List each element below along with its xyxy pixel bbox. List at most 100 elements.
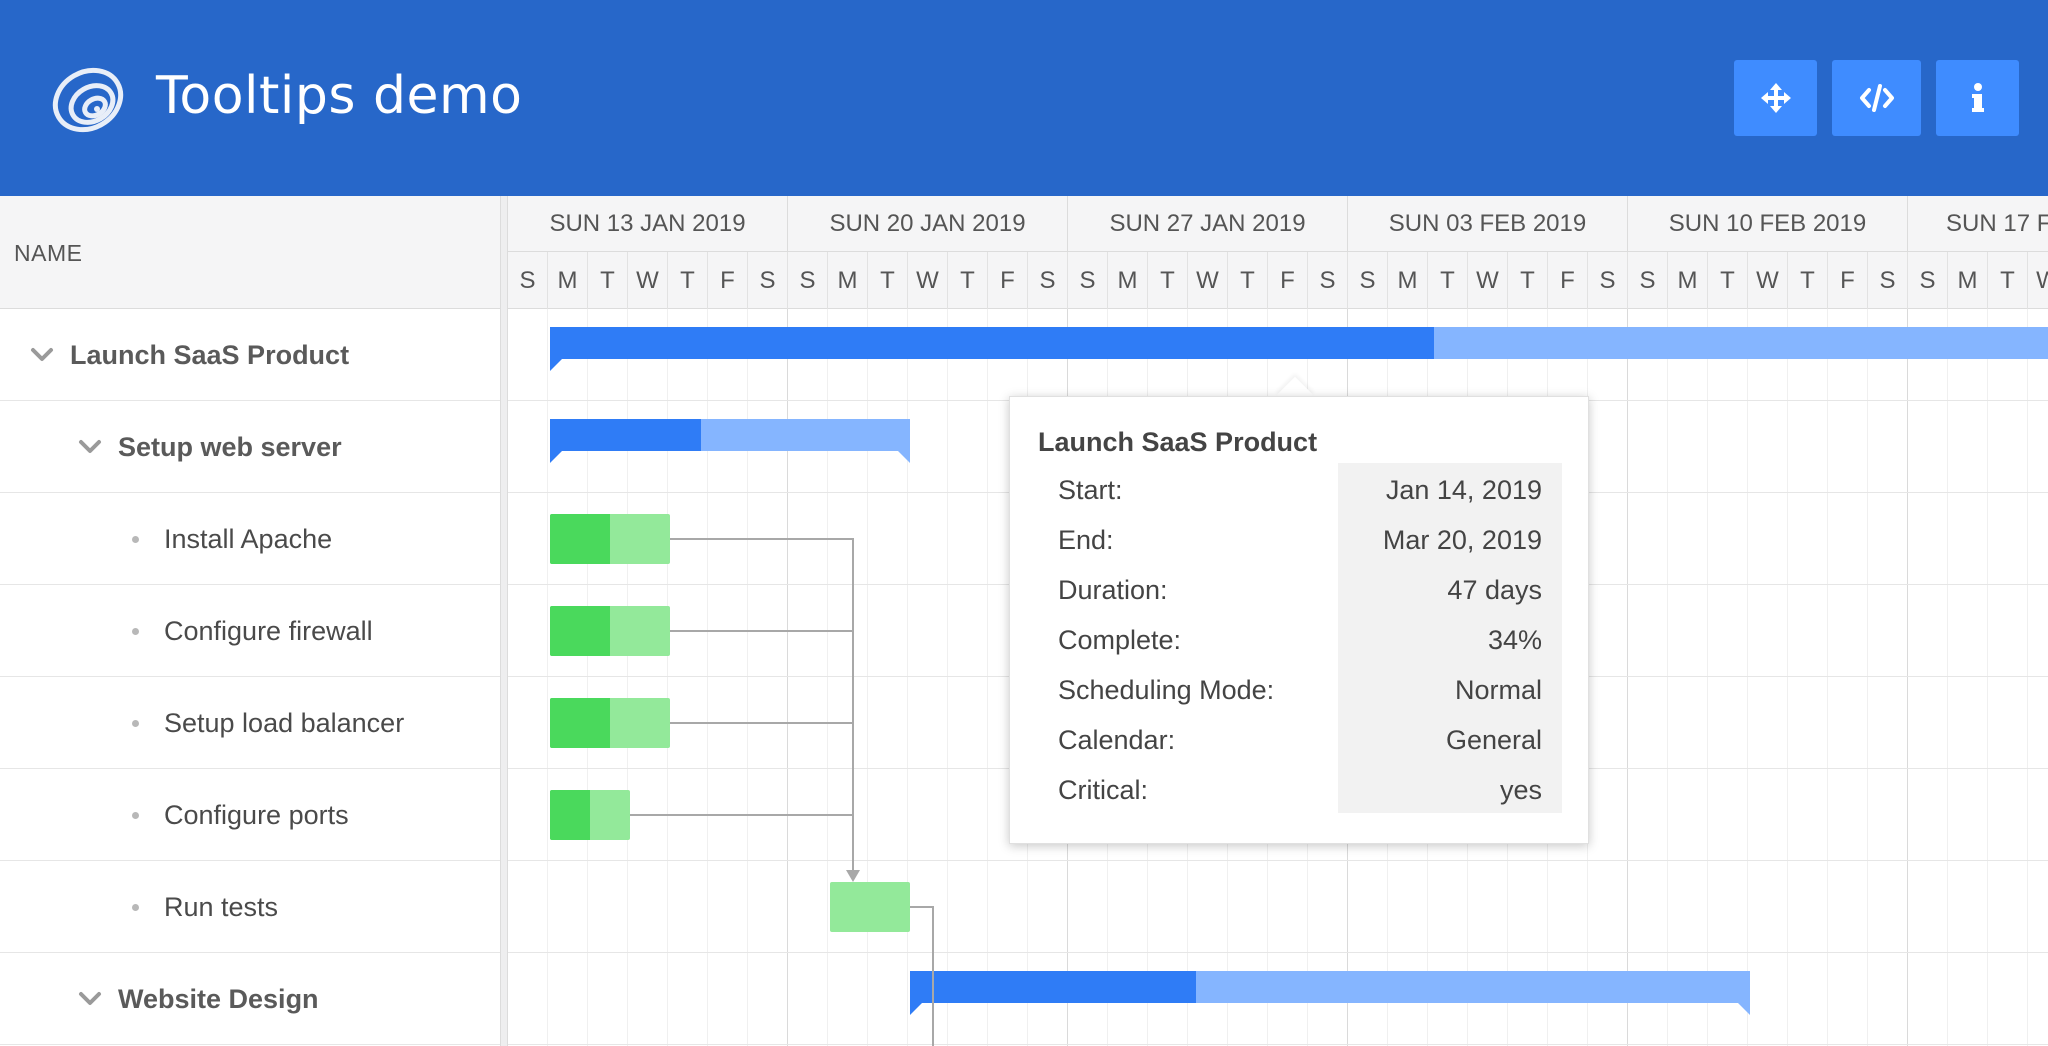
week-header-cell: SUN 17 F: [1908, 196, 2048, 252]
grid-row[interactable]: Run tests: [0, 861, 500, 953]
day-header-cell: M: [1388, 252, 1428, 309]
tooltip-key: Duration:: [1058, 575, 1168, 605]
day-header-label: M: [837, 267, 858, 294]
day-gridline: [1827, 309, 1828, 1046]
day-header-cell: W: [1748, 252, 1788, 309]
tooltip-key: Scheduling Mode:: [1058, 675, 1275, 705]
summary-task-bar[interactable]: [550, 327, 2048, 359]
day-header-label: S: [1879, 267, 1896, 294]
grid-row[interactable]: Launch SaaS Product: [0, 309, 500, 401]
tooltip-value: 34%: [1487, 625, 1542, 655]
day-header-label: S: [1359, 267, 1376, 294]
day-gridline: [2027, 309, 2028, 1046]
grid-row[interactable]: Setup web server: [0, 401, 500, 493]
tooltip-row: Critical: yes: [1010, 765, 1590, 815]
day-header-cell: S: [508, 252, 548, 309]
day-header-cell: S: [1868, 252, 1908, 309]
day-header-cell: F: [708, 252, 748, 309]
tooltip-row: Complete: 34%: [1010, 615, 1590, 665]
grid-row[interactable]: Setup load balancer: [0, 677, 500, 769]
day-header-label: S: [759, 267, 776, 294]
chevron-down-icon[interactable]: [76, 433, 104, 461]
dependency-line: [852, 538, 854, 872]
summary-task-bar[interactable]: [910, 971, 1750, 1003]
tooltip-row: Duration: 47 days: [1010, 565, 1590, 615]
task-name: Website Design: [118, 984, 319, 1014]
task-progress-fill: [910, 971, 1196, 1003]
tooltip-value: 47 days: [1447, 575, 1542, 605]
tooltip-key: Critical:: [1058, 775, 1149, 805]
name-column-label: NAME: [14, 240, 83, 266]
day-gridline: [1707, 309, 1708, 1046]
day-header-label: W: [916, 267, 939, 294]
chevron-down-icon[interactable]: [28, 341, 56, 369]
grid-row[interactable]: Configure ports: [0, 769, 500, 861]
dependency-line: [670, 538, 852, 540]
code-button[interactable]: [1832, 60, 1921, 136]
tooltip-value: General: [1445, 725, 1542, 755]
day-header-cell: S: [788, 252, 828, 309]
day-gridline: [1627, 309, 1628, 1046]
day-gridline: [1947, 309, 1948, 1046]
day-header-cell: T: [1428, 252, 1468, 309]
day-header-label: T: [1720, 267, 1735, 294]
dependency-line: [630, 814, 852, 816]
day-header-label: M: [1117, 267, 1138, 294]
grid-row[interactable]: Configure firewall: [0, 585, 500, 677]
summary-start-marker: [550, 451, 562, 463]
day-header-cell: F: [1828, 252, 1868, 309]
task-name: Install Apache: [164, 524, 333, 554]
day-header-label: T: [1800, 267, 1815, 294]
task-bar[interactable]: [550, 514, 670, 564]
leaf-bullet-icon: [132, 536, 139, 543]
chevron-down-icon[interactable]: [76, 985, 104, 1013]
task-name: Configure ports: [164, 800, 349, 830]
tooltip-key: Calendar:: [1058, 725, 1176, 755]
tooltip-value: Normal: [1454, 675, 1542, 705]
tooltip-values-background: [1338, 463, 1562, 813]
day-header-label: W: [1756, 267, 1779, 294]
day-header-label: S: [1919, 267, 1936, 294]
day-header-cell: T: [868, 252, 908, 309]
day-header-label: F: [720, 267, 735, 294]
grid-splitter[interactable]: [500, 196, 508, 1046]
day-gridline: [1747, 309, 1748, 1046]
day-header-label: S: [799, 267, 816, 294]
summary-task-bar[interactable]: [550, 419, 910, 451]
grid-row[interactable]: Website Design: [0, 953, 500, 1045]
week-header-cell: SUN 10 FEB 2019: [1628, 196, 1908, 252]
tooltip-key: Complete:: [1058, 625, 1182, 655]
grid-row[interactable]: Install Apache: [0, 493, 500, 585]
day-header-cell: T: [668, 252, 708, 309]
dependency-arrow: [846, 870, 860, 882]
day-header-cell: T: [1708, 252, 1748, 309]
task-bar[interactable]: [550, 790, 630, 840]
day-header-label: S: [519, 267, 536, 294]
task-progress-fill: [550, 419, 702, 451]
day-header-label: F: [1560, 267, 1575, 294]
day-header-label: W: [1196, 267, 1219, 294]
fullscreen-button[interactable]: [1734, 60, 1817, 136]
day-gridline: [1907, 309, 1908, 1046]
task-bar[interactable]: [830, 882, 910, 932]
day-gridline: [987, 309, 988, 1046]
tooltip-row: Calendar: General: [1010, 715, 1590, 765]
day-header-cell: M: [1668, 252, 1708, 309]
tooltip-row: End: Mar 20, 2019: [1010, 515, 1590, 565]
tooltip-title: Launch SaaS Product: [1038, 427, 1318, 457]
move-arrows-icon: [1760, 83, 1791, 113]
day-header-label: T: [1520, 267, 1535, 294]
tooltip-value: yes: [1499, 775, 1542, 805]
task-bar[interactable]: [550, 606, 670, 656]
summary-start-marker: [910, 1003, 922, 1015]
name-column-header[interactable]: NAME: [0, 196, 500, 309]
day-gridline: [587, 309, 588, 1046]
task-bar[interactable]: [550, 698, 670, 748]
week-header-cell: SUN 27 JAN 2019: [1068, 196, 1348, 252]
day-header-label: T: [1240, 267, 1255, 294]
info-button[interactable]: [1936, 60, 2019, 136]
timeline-weeks-header: SUN 13 JAN 2019 SUN 20 JAN 2019 SUN 27 JAN…: [508, 196, 2048, 252]
day-header-label: S: [1039, 267, 1056, 294]
task-progress-fill: [550, 514, 610, 564]
task-name: Configure firewall: [164, 616, 373, 646]
